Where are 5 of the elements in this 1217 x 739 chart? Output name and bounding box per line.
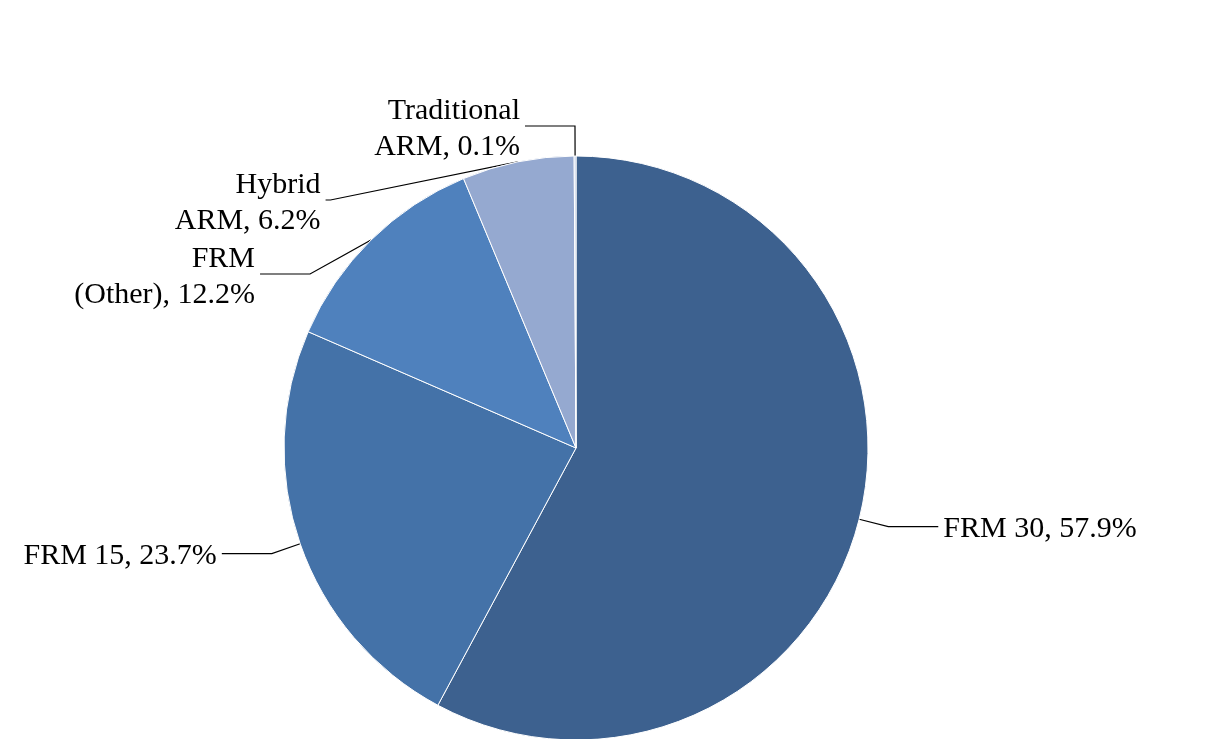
slice-label: FRM (Other), 12.2% [74, 239, 256, 310]
slice-label: FRM 15, 23.7% [23, 537, 217, 571]
slice-label: FRM 30, 57.9% [943, 510, 1137, 544]
slice-label: Traditional ARM, 0.1% [374, 91, 520, 161]
slice-label: Hybrid ARM, 6.2% [174, 165, 321, 235]
